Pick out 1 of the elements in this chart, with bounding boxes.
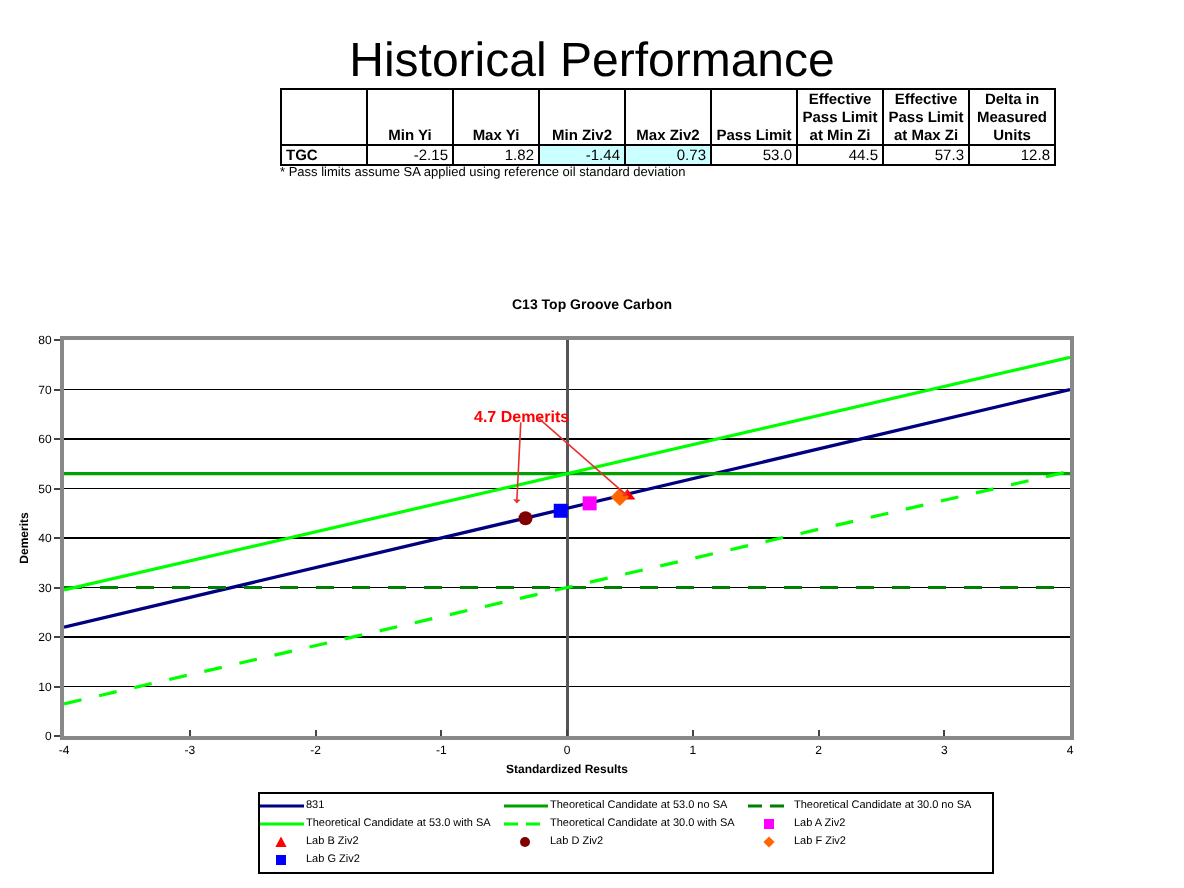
text: Historical Performance <box>347 34 837 88</box>
